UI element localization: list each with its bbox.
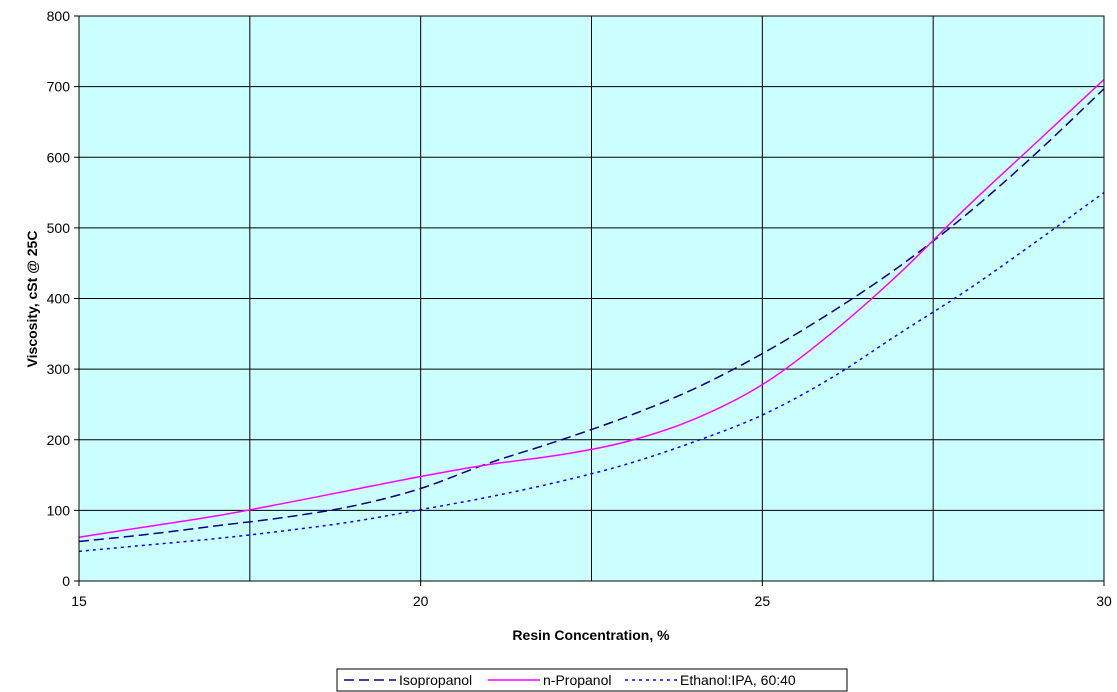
x-tick-label: 25 bbox=[755, 593, 771, 609]
y-tick-label: 300 bbox=[47, 361, 71, 377]
legend: Isopropanol n-Propanol Ethanol:IPA, 60:40 bbox=[336, 668, 848, 692]
legend-label: Ethanol:IPA, 60:40 bbox=[680, 672, 796, 688]
x-axis-title: Resin Concentration, % bbox=[512, 627, 670, 643]
series-line-isopropanol bbox=[78, 88, 1105, 543]
series-layer bbox=[78, 79, 1105, 553]
x-tick-label: 15 bbox=[71, 593, 87, 609]
y-tick-label: 200 bbox=[47, 432, 71, 448]
y-tick-label: 800 bbox=[47, 8, 71, 24]
y-tick-label: 100 bbox=[47, 502, 71, 518]
y-tick-label: 600 bbox=[47, 149, 71, 165]
legend-label: n-Propanol bbox=[543, 672, 612, 688]
y-tick-label: 700 bbox=[47, 79, 71, 95]
y-tick-label: 500 bbox=[47, 220, 71, 236]
x-axis: 15 20 25 30 bbox=[71, 581, 1112, 609]
y-axis-title: Viscosity, cSt @ 25C bbox=[24, 231, 40, 368]
series-line-n-propanol bbox=[78, 79, 1105, 538]
y-axis: 0 100 200 300 400 500 600 700 800 bbox=[47, 8, 79, 589]
y-tick-label: 400 bbox=[47, 291, 71, 307]
legend-box bbox=[336, 668, 848, 692]
x-tick-label: 20 bbox=[413, 593, 429, 609]
series-line-ethanol-ipa-60-40 bbox=[78, 191, 1105, 553]
legend-label: Isopropanol bbox=[399, 672, 472, 688]
y-tick-label: 0 bbox=[62, 573, 70, 589]
x-tick-label: 30 bbox=[1096, 593, 1112, 609]
